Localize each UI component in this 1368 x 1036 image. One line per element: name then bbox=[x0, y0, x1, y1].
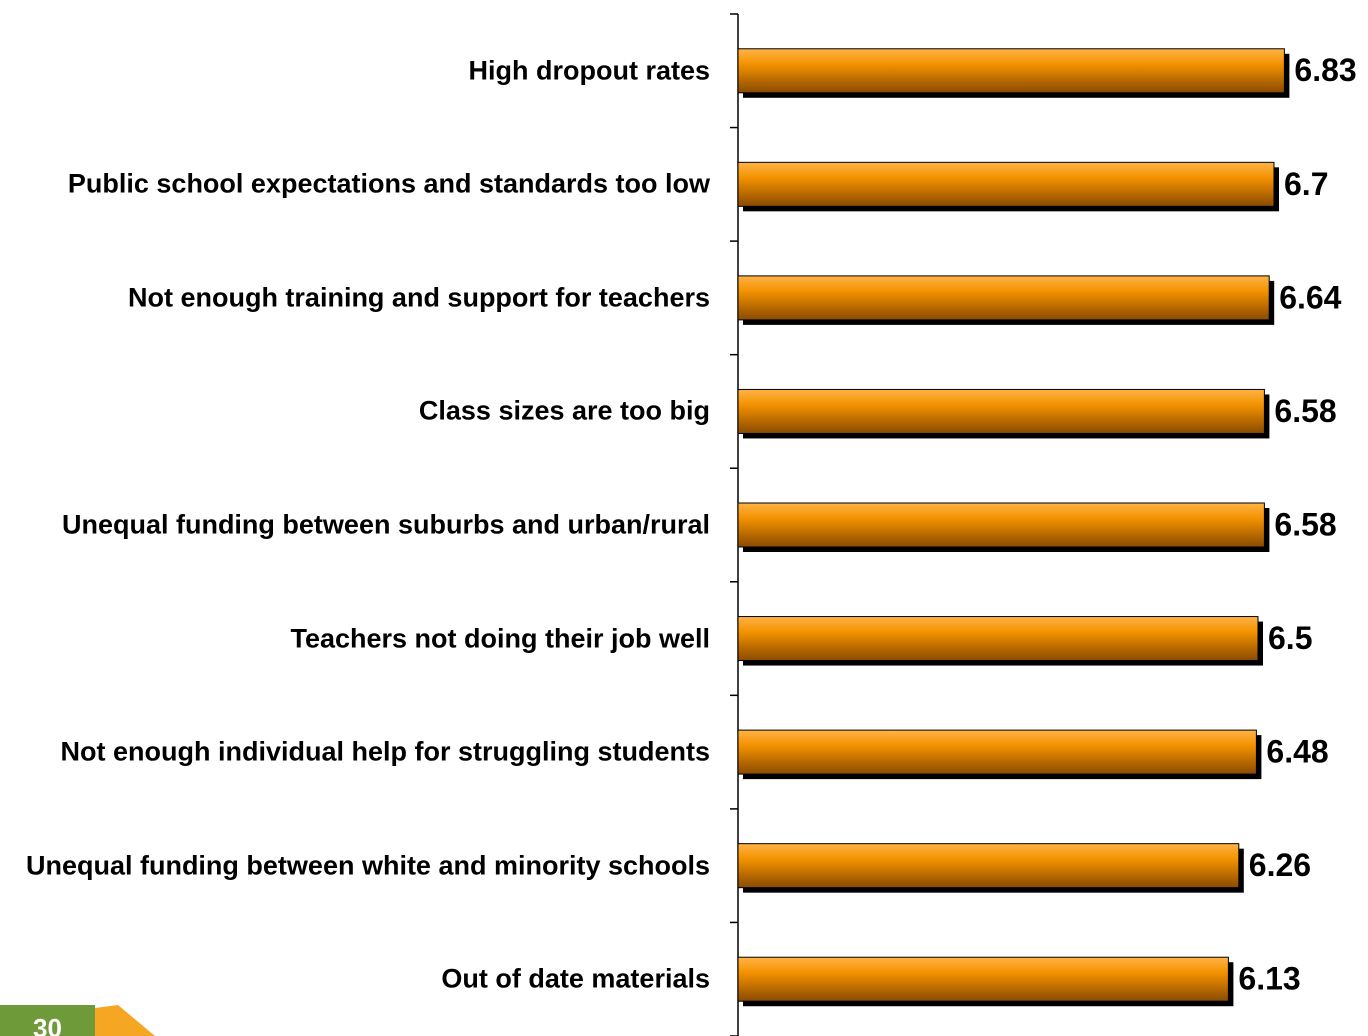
category-label: Not enough training and support for teac… bbox=[127, 282, 710, 313]
value-label: 6.26 bbox=[1249, 847, 1311, 883]
bar bbox=[737, 502, 1265, 548]
bar bbox=[737, 729, 1257, 775]
value-label: 6.5 bbox=[1268, 620, 1312, 656]
bar bbox=[737, 48, 1285, 94]
category-label: High dropout rates bbox=[468, 55, 711, 86]
value-label: 6.58 bbox=[1274, 393, 1336, 429]
category-label: Public school expectations and standards… bbox=[67, 168, 710, 199]
bar bbox=[737, 161, 1275, 207]
category-label: Unequal funding between suburbs and urba… bbox=[61, 509, 710, 540]
category-label: Unequal funding between white and minori… bbox=[25, 850, 710, 881]
category-label: Teachers not doing their job well bbox=[290, 623, 710, 654]
value-label: 6.58 bbox=[1274, 506, 1336, 542]
bar bbox=[737, 388, 1265, 434]
page-corner bbox=[95, 1005, 155, 1036]
value-label: 6.13 bbox=[1238, 961, 1300, 997]
bar bbox=[737, 843, 1240, 889]
bar bbox=[737, 275, 1270, 321]
value-label: 6.7 bbox=[1284, 166, 1328, 202]
category-label: Out of date materials bbox=[441, 963, 710, 994]
category-label: Class sizes are too big bbox=[418, 395, 710, 426]
bar bbox=[737, 616, 1259, 662]
bar bbox=[737, 956, 1229, 1002]
page-number: 30 bbox=[0, 1005, 95, 1036]
value-label: 6.64 bbox=[1279, 279, 1341, 315]
value-label: 6.48 bbox=[1266, 734, 1328, 770]
value-label: 6.83 bbox=[1294, 52, 1356, 88]
category-label: Not enough individual help for strugglin… bbox=[60, 736, 710, 767]
